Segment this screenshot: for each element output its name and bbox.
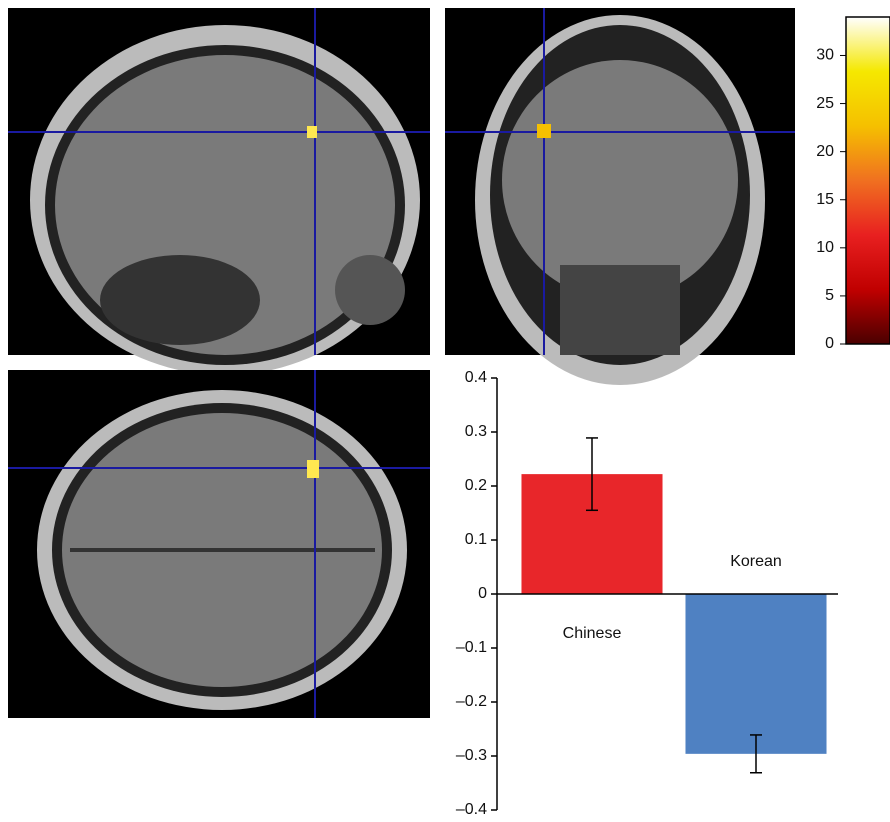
category-label: Chinese xyxy=(563,625,622,642)
colorbar-tick-label: 0 xyxy=(825,335,834,352)
sagittal-slice xyxy=(8,8,430,375)
colorbar-tick-label: 15 xyxy=(816,191,834,208)
y-tick-label: –0.4 xyxy=(456,801,487,817)
y-tick-label: –0.1 xyxy=(456,639,487,656)
bar xyxy=(685,594,826,754)
figure: 0 5 10 15 20 25 30 0.4 0.3 0.2 0.1 0 –0.1 –0.2 –0.3 –0.… xyxy=(0,0,890,817)
axial-slice xyxy=(8,370,430,718)
y-tick-label: 0.3 xyxy=(465,423,487,440)
category-label: Korean xyxy=(730,553,782,570)
y-tick-label: –0.3 xyxy=(456,747,487,764)
y-tick-label: 0 xyxy=(478,585,487,602)
colorbar-tick-label: 5 xyxy=(825,287,834,304)
colorbar xyxy=(846,17,890,344)
colorbar-tick-label: 25 xyxy=(816,95,834,112)
y-tick-label: –0.2 xyxy=(456,693,487,710)
y-tick-label: 0.2 xyxy=(465,477,487,494)
colorbar-tick-label: 20 xyxy=(816,143,834,160)
colorbar-tick-label: 10 xyxy=(816,239,834,256)
y-tick-label: 0.4 xyxy=(465,369,487,386)
y-tick-label: 0.1 xyxy=(465,531,487,548)
colorbar-tick-label: 30 xyxy=(816,47,834,64)
coronal-slice xyxy=(445,8,795,385)
